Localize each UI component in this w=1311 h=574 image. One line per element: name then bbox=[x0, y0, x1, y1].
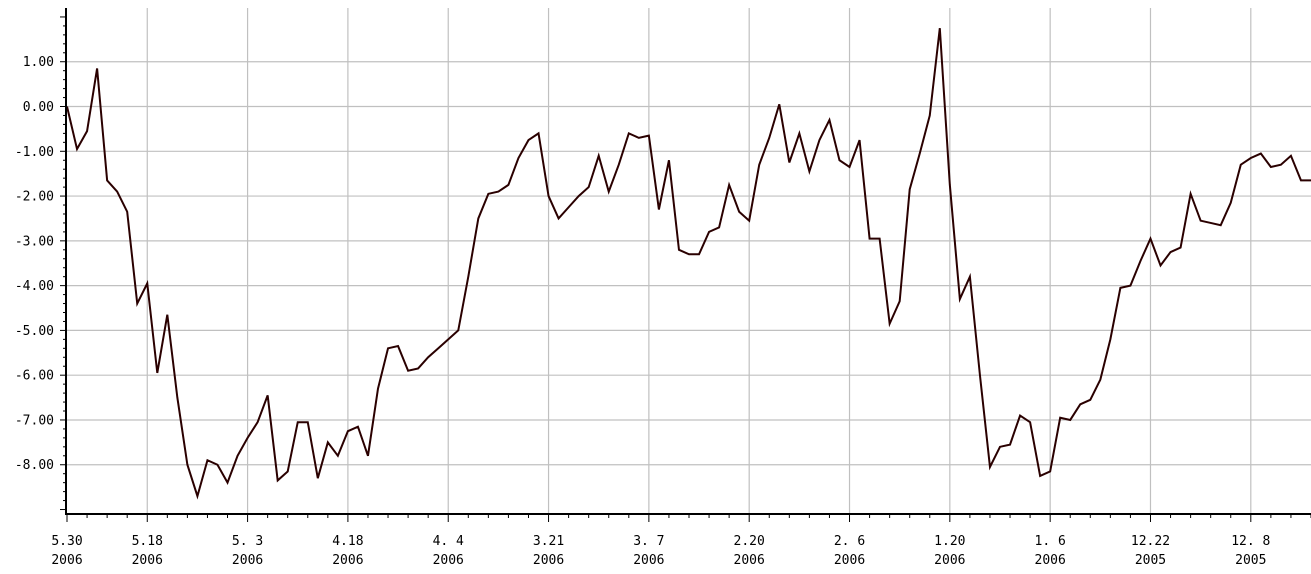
x-tick-label: 2. 6 bbox=[834, 534, 865, 549]
grid-lines bbox=[66, 8, 1311, 514]
x-tick-year: 2006 bbox=[232, 553, 263, 568]
series-line bbox=[66, 28, 1311, 500]
x-tick-year: 2006 bbox=[132, 553, 163, 568]
x-tick-label: 5.30 bbox=[51, 534, 82, 549]
y-tick-label: 0.00 bbox=[23, 100, 54, 115]
x-tick-year: 2006 bbox=[332, 553, 363, 568]
y-tick-label: -6.00 bbox=[15, 369, 54, 384]
x-tick-year: 2006 bbox=[51, 553, 82, 568]
x-tick-year: 2006 bbox=[934, 553, 965, 568]
x-tick-label: 12.22 bbox=[1131, 534, 1170, 549]
y-tick-label: -5.00 bbox=[15, 324, 54, 339]
x-tick-label: 2.20 bbox=[734, 534, 765, 549]
x-tick-label: 1. 6 bbox=[1035, 534, 1066, 549]
y-tick-label: -8.00 bbox=[15, 458, 54, 473]
y-tick-label: -4.00 bbox=[15, 279, 54, 294]
x-tick-year: 2006 bbox=[633, 553, 664, 568]
x-tick-year: 2006 bbox=[834, 553, 865, 568]
x-tick-year: 2006 bbox=[533, 553, 564, 568]
x-tick-label: 4.18 bbox=[332, 534, 363, 549]
x-tick-year: 2005 bbox=[1235, 553, 1266, 568]
x-tick-year: 2005 bbox=[1135, 553, 1166, 568]
x-tick-label: 12. 8 bbox=[1231, 534, 1270, 549]
x-tick-label: 5.18 bbox=[132, 534, 163, 549]
x-tick-year: 2006 bbox=[734, 553, 765, 568]
y-tick-label: -7.00 bbox=[15, 413, 54, 428]
data-series bbox=[66, 28, 1311, 500]
x-tick-year: 2006 bbox=[1035, 553, 1066, 568]
y-tick-label: -3.00 bbox=[15, 234, 54, 249]
axes bbox=[60, 8, 1311, 522]
tick-labels: 1.00 0.00 -1.00 -2.00 -3.00 -4.00 -5.00 -6.00 -7… bbox=[15, 55, 1271, 568]
x-tick-label: 1.20 bbox=[934, 534, 965, 549]
x-tick-label: 5. 3 bbox=[232, 534, 263, 549]
x-tick-label: 3.21 bbox=[533, 534, 564, 549]
x-tick-label: 3. 7 bbox=[633, 534, 664, 549]
y-tick-label: -2.00 bbox=[15, 190, 54, 205]
x-tick-year: 2006 bbox=[433, 553, 464, 568]
y-tick-label: -1.00 bbox=[15, 145, 54, 160]
x-tick-label: 4. 4 bbox=[433, 534, 464, 549]
y-tick-label: 1.00 bbox=[23, 55, 54, 70]
